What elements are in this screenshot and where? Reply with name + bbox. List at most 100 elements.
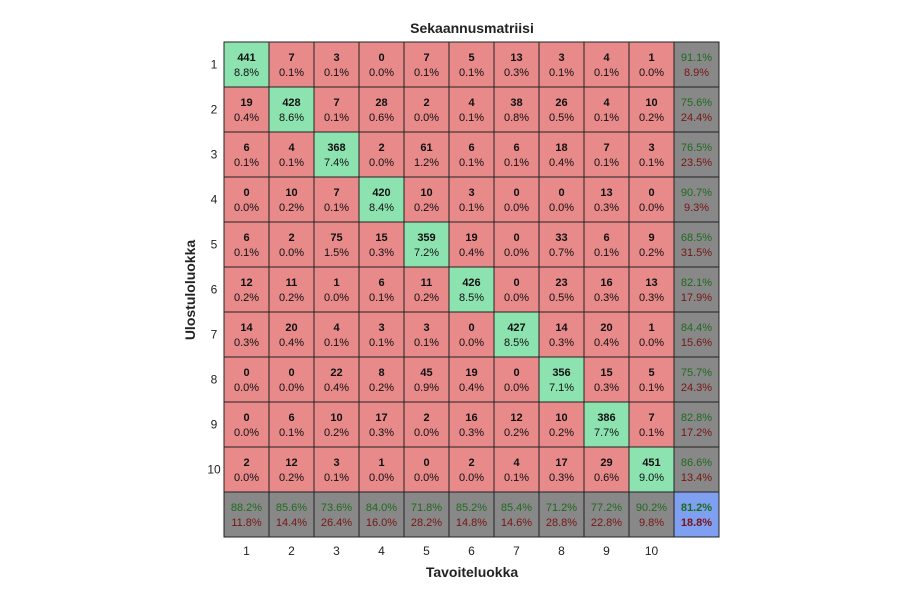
cell-percent: 0.4% — [324, 382, 349, 394]
matrix-cell — [448, 266, 495, 313]
cell-percent: 0.1% — [459, 202, 484, 214]
matrix-cell — [403, 401, 450, 448]
cell-count: 10 — [285, 187, 297, 199]
matrix-cell — [223, 221, 270, 268]
cell-count: 16 — [465, 412, 477, 424]
col-summary-correct: 88.2% — [231, 502, 262, 514]
x-tick-label: 8 — [558, 544, 565, 558]
cell-count: 420 — [372, 187, 390, 199]
cell-count: 2 — [468, 457, 474, 469]
cell-percent: 0.3% — [234, 337, 259, 349]
col-summary-correct: 84.0% — [366, 502, 397, 514]
row-summary-error: 24.4% — [681, 112, 712, 124]
cell-percent: 0.2% — [414, 292, 439, 304]
matrix-cell — [493, 41, 540, 88]
cell-count: 20 — [285, 322, 297, 334]
row-summary-error: 17.2% — [681, 427, 712, 439]
cell-percent: 0.5% — [549, 112, 574, 124]
matrix-cell — [223, 401, 270, 448]
cell-count: 4 — [603, 97, 610, 109]
matrix-cell — [223, 356, 270, 403]
cell-percent: 0.1% — [594, 157, 619, 169]
cell-percent: 8.5% — [459, 292, 484, 304]
cell-count: 0 — [243, 412, 249, 424]
col-summary-correct: 85.4% — [501, 502, 532, 514]
cell-percent: 7.1% — [549, 382, 574, 394]
matrix-cell — [403, 41, 450, 88]
matrix-cell — [538, 356, 585, 403]
cell-count: 15 — [375, 232, 387, 244]
col-summary-error: 9.8% — [639, 517, 664, 529]
y-tick-label: 3 — [211, 148, 218, 162]
cell-percent: 0.1% — [639, 157, 664, 169]
cell-percent: 0.0% — [504, 292, 529, 304]
cell-percent: 0.2% — [279, 202, 304, 214]
cell-percent: 7.7% — [594, 427, 619, 439]
cell-count: 19 — [465, 367, 477, 379]
row-summary-cell — [673, 311, 720, 358]
matrix-cell — [628, 221, 675, 268]
cell-count: 0 — [468, 322, 474, 334]
row-summary-error: 31.5% — [681, 247, 712, 259]
matrix-cell — [628, 131, 675, 178]
cell-percent: 0.1% — [504, 157, 529, 169]
matrix-cell — [448, 131, 495, 178]
row-summary-cell — [673, 41, 720, 88]
matrix-cell — [358, 401, 405, 448]
col-summary-error: 28.8% — [546, 517, 577, 529]
cell-count: 23 — [555, 277, 567, 289]
col-summary-correct: 85.2% — [456, 502, 487, 514]
cell-count: 19 — [240, 97, 252, 109]
matrix-cell — [268, 221, 315, 268]
row-summary-cell — [673, 131, 720, 178]
cell-count: 7 — [333, 187, 339, 199]
cell-count: 1 — [333, 277, 339, 289]
x-tick-label: 2 — [288, 544, 295, 558]
matrix-cell — [403, 176, 450, 223]
chart-title: Sekaannusmatriisi — [410, 20, 534, 36]
cell-percent: 0.3% — [594, 382, 619, 394]
matrix-cell — [583, 356, 630, 403]
cell-count: 13 — [645, 277, 657, 289]
cell-count: 7 — [648, 412, 654, 424]
cell-count: 2 — [243, 457, 249, 469]
x-tick-label: 1 — [243, 544, 250, 558]
col-summary-cell — [403, 491, 450, 538]
cell-count: 12 — [240, 277, 252, 289]
y-tick-label: 10 — [207, 463, 221, 477]
cell-count: 13 — [600, 187, 612, 199]
row-summary-correct: 86.6% — [681, 457, 712, 469]
cell-count: 61 — [420, 142, 432, 154]
col-summary-error: 26.4% — [321, 517, 352, 529]
cell-count: 3 — [558, 52, 564, 64]
cell-percent: 0.3% — [369, 427, 394, 439]
cell-count: 2 — [423, 97, 429, 109]
cell-percent: 0.1% — [594, 67, 619, 79]
row-summary-correct: 82.8% — [681, 412, 712, 424]
col-summary-cell — [448, 491, 495, 538]
cell-percent: 0.2% — [324, 427, 349, 439]
matrix-cell — [628, 266, 675, 313]
col-summary-correct: 90.2% — [636, 502, 667, 514]
cell-percent: 0.0% — [639, 337, 664, 349]
cell-percent: 0.9% — [414, 382, 439, 394]
cell-count: 0 — [513, 277, 519, 289]
matrix-cell — [493, 86, 540, 133]
cell-count: 4 — [513, 457, 520, 469]
cell-percent: 0.0% — [279, 382, 304, 394]
cell-count: 428 — [282, 97, 300, 109]
matrix-cell — [583, 311, 630, 358]
cell-count: 8 — [378, 367, 384, 379]
row-summary-error: 24.3% — [681, 382, 712, 394]
matrix-cell — [223, 311, 270, 358]
cell-percent: 0.1% — [504, 472, 529, 484]
cell-percent: 0.1% — [459, 67, 484, 79]
cell-count: 33 — [555, 232, 567, 244]
col-summary-error: 14.8% — [456, 517, 487, 529]
cell-percent: 0.1% — [324, 337, 349, 349]
matrix-cell — [313, 221, 360, 268]
cell-count: 11 — [421, 277, 433, 289]
matrix-cell — [268, 266, 315, 313]
x-tick-label: 3 — [333, 544, 340, 558]
matrix-cell — [358, 221, 405, 268]
